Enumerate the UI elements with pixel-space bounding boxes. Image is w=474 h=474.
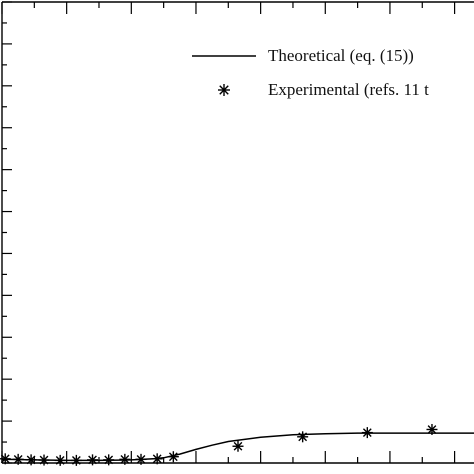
series-experimental-point — [167, 451, 179, 463]
series-experimental-point — [70, 454, 82, 466]
series-experimental-point — [54, 454, 66, 466]
legend-asterisk-icon — [218, 84, 230, 96]
series-experimental-point — [151, 453, 163, 465]
series-experimental-point — [25, 454, 37, 466]
plot-frame — [1, 1, 474, 464]
series-experimental-point — [119, 453, 131, 465]
axis-ticks — [1, 1, 456, 464]
legend-label-theoretical: Theoretical (eq. (15)) — [268, 46, 414, 65]
series-experimental-point — [103, 454, 115, 466]
series-experimental-point — [87, 454, 99, 466]
series-experimental-point — [297, 431, 309, 443]
legend-label-experimental: Experimental (refs. 11 t — [268, 80, 429, 99]
series-theoretical-line — [1, 432, 474, 462]
series-experimental-point — [426, 423, 438, 435]
legend-swatch-experimental — [218, 84, 230, 96]
series-experimental-point — [12, 453, 24, 465]
series-experimental-point — [232, 440, 244, 452]
plot-area — [0, 423, 474, 466]
series-experimental-point — [0, 453, 11, 465]
series-experimental-point — [135, 453, 147, 465]
series-experimental-point — [361, 427, 373, 439]
legend: Theoretical (eq. (15)) Experimental (ref… — [192, 46, 429, 99]
series-experimental-point — [38, 454, 50, 466]
